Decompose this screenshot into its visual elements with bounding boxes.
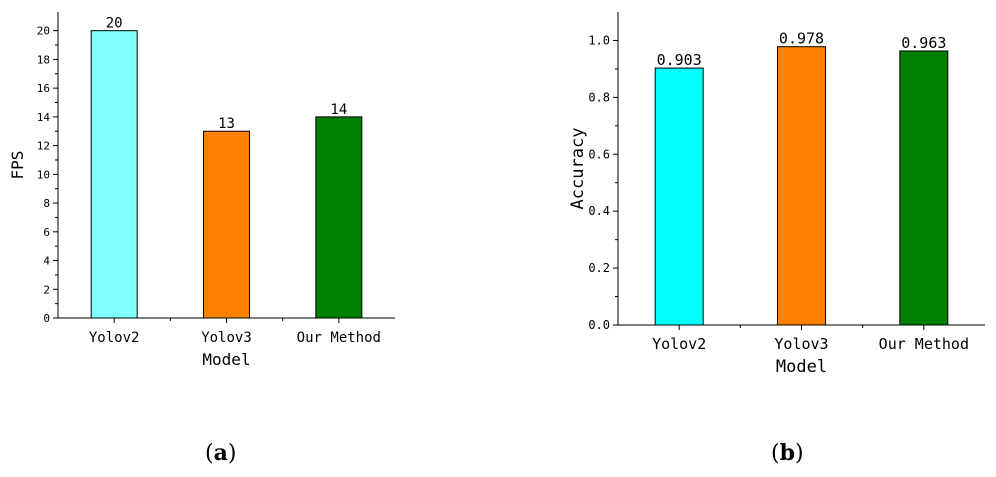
y-tick-label: 4: [43, 255, 50, 268]
y-tick-label: 0.8: [588, 90, 610, 104]
bar-our-method: [899, 50, 949, 326]
y-tick-label: 0.4: [588, 204, 610, 218]
data-label: 0.978: [779, 30, 824, 48]
y-tick-label: 18: [37, 53, 50, 66]
y-tick-label: 0: [43, 312, 50, 325]
panel-label-a: (a): [205, 440, 237, 466]
y-tick-label: 2: [43, 283, 50, 296]
x-tick-label: Yolov2: [89, 330, 140, 346]
y-tick-label: 20: [37, 25, 50, 38]
y-tick-label: 0.2: [588, 261, 610, 275]
x-axis-title: Model: [776, 357, 827, 377]
y-tick-label: 6: [43, 226, 50, 239]
data-label: 20: [106, 16, 123, 32]
y-axis-title: Accuracy: [568, 128, 588, 210]
x-tick-label: Yolov3: [774, 335, 828, 353]
x-tick-label: Our Method: [879, 335, 969, 353]
y-tick-label: 10: [37, 168, 50, 181]
chart-fps: 0 2 4 6 8 10 12 14 16 18 20 20 Yolov2 13 Yolov3 14 Our M…: [8, 12, 395, 369]
x-tick-label: Yolov3: [201, 330, 252, 346]
bar-our-method: [315, 116, 363, 319]
bar-yolov3: [203, 130, 250, 319]
y-tick-label: 0.6: [588, 147, 610, 161]
x-tick-label: Our Method: [297, 330, 381, 346]
x-axis-title: Model: [202, 350, 250, 369]
y-tick-label: 1.0: [588, 33, 610, 47]
data-label: 0.903: [657, 51, 702, 69]
y-tick-label: 14: [37, 111, 51, 124]
panel-label-b: (b): [771, 440, 804, 466]
chart-accuracy: 0.0 0.2 0.4 0.6 0.8 1.0 0.903 Yolov2 0.978 Yolov3…: [568, 12, 985, 377]
bar-yolov2: [90, 30, 138, 319]
data-label: 14: [330, 102, 347, 118]
y-tick-label: 8: [43, 197, 50, 210]
y-tick-label: 12: [37, 140, 50, 153]
data-label: 13: [218, 116, 235, 132]
bar-yolov2: [654, 67, 704, 326]
bar-yolov3: [777, 46, 826, 326]
y-tick-label: 16: [37, 82, 50, 95]
y-axis-title: FPS: [8, 151, 27, 180]
data-label: 0.963: [901, 34, 946, 52]
y-tick-label: 0.0: [588, 318, 610, 332]
x-tick-label: Yolov2: [652, 335, 706, 353]
